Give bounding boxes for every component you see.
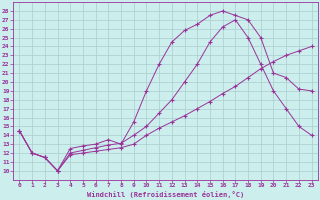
X-axis label: Windchill (Refroidissement éolien,°C): Windchill (Refroidissement éolien,°C)	[87, 191, 244, 198]
